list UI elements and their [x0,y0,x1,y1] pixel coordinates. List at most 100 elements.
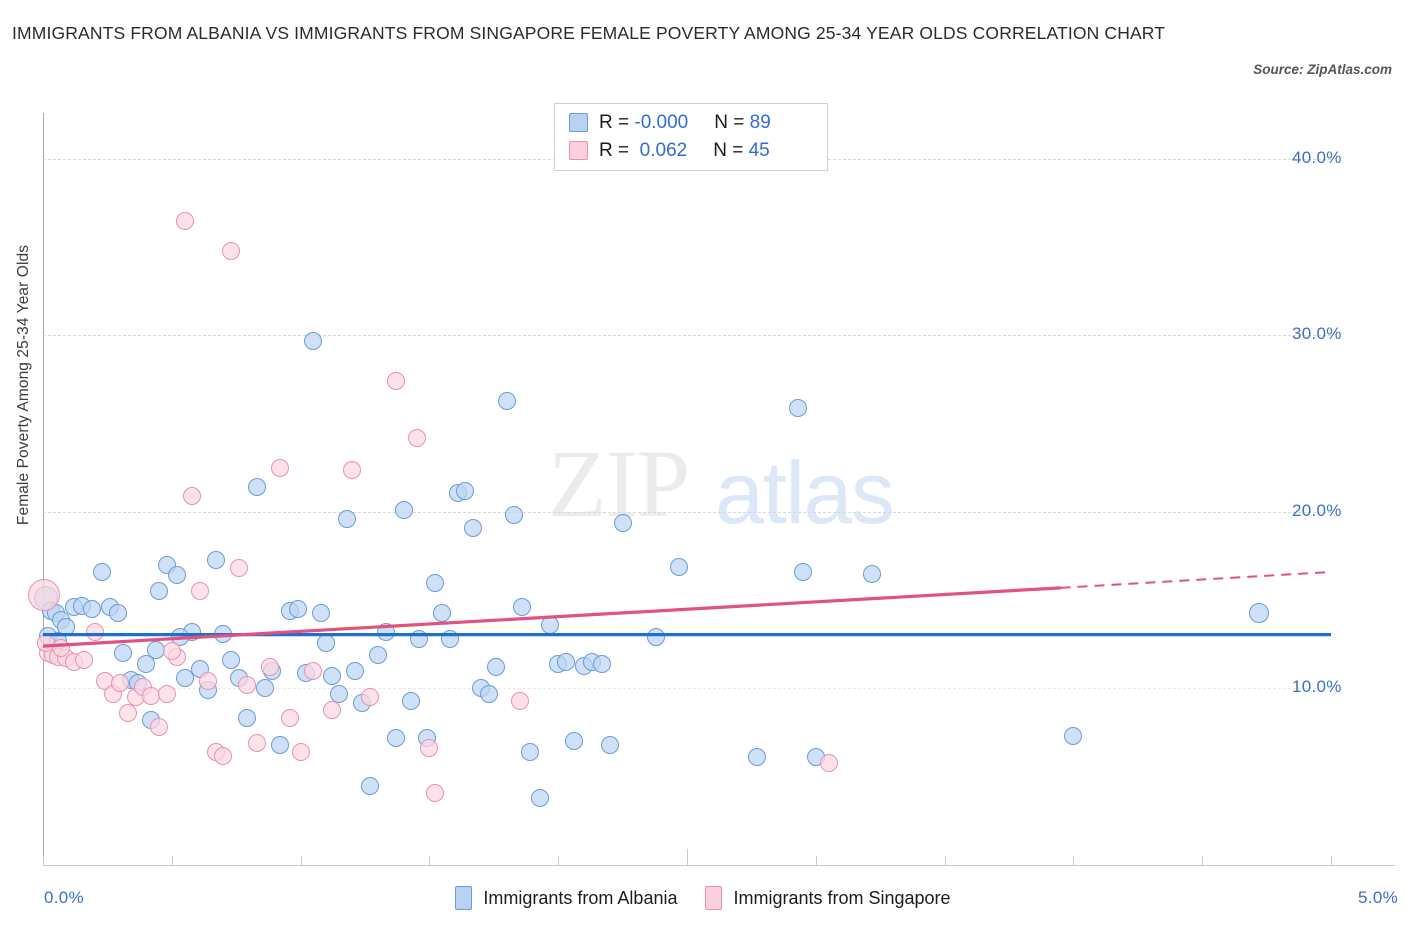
scatter-point [237,675,256,694]
x-axis-tick [1073,856,1075,865]
gridline [43,688,1331,690]
scatter-point [214,746,233,765]
source-label: Source: ZipAtlas.com [1253,62,1392,77]
series-legend: Immigrants from Albania Immigrants from … [0,886,1406,910]
legend-swatch-singapore [705,886,723,910]
scatter-point [206,550,225,569]
watermark-atlas-text: atlas [715,443,895,542]
scatter-point [304,331,323,350]
x-axis-tick [171,856,173,865]
stats-n-value: 89 [749,111,771,133]
scatter-point [819,753,838,772]
scatter-point [343,460,362,479]
x-axis-tick [687,849,688,865]
scatter-point [464,518,483,537]
scatter-point [592,654,611,673]
y-axis-tick-label: 30.0% [1292,324,1342,344]
scatter-point [337,510,356,528]
x-axis-tick [815,856,817,865]
trend-lines [42,570,1332,648]
scatter-point [425,783,444,802]
scatter-point [487,658,506,677]
scatter-point [368,645,387,664]
scatter-point [222,651,241,670]
stats-r-label: R = [599,111,635,133]
chart-header: IMMIGRANTS FROM ALBANIA VS IMMIGRANTS FR… [0,0,1406,95]
scatter-point [407,428,426,447]
scatter-point [510,691,529,710]
scatter-point [1064,727,1083,746]
x-axis-min-label: 0.0% [44,888,84,907]
scatter-point [670,557,689,576]
stats-r-label: R = [599,139,635,161]
scatter-point [255,679,274,698]
zipatlas-watermark: ZIP atlas [540,428,920,542]
scatter-point [441,630,459,649]
x-axis-tick [558,856,560,865]
scatter-point [247,734,266,753]
scatter-point [85,622,104,641]
legend-item-albania[interactable]: Immigrants from Albania [455,886,677,910]
scatter-point [541,615,560,634]
scatter-point [386,728,405,747]
y-axis-title: Female Poverty Among 25-34 Year Olds [15,244,32,526]
scatter-point [291,743,310,762]
legend-label-albania: Immigrants from Albania [483,887,678,908]
scatter-point [167,566,186,585]
scatter-point [304,661,323,680]
scatter-point [289,600,308,619]
scatter-point [345,661,364,680]
stats-row: R = -0.000 N = 89 [569,109,771,136]
scatter-plot-area: ZIP atlas [28,113,1332,865]
scatter-point [119,704,137,723]
stats-swatch-albania [569,113,588,132]
scatter-point [108,603,127,622]
stats-n-value: 45 [748,139,770,161]
scatter-point [386,372,405,391]
scatter-point [564,732,583,751]
scatter-point [214,624,233,643]
scatter-point [237,709,256,728]
scatter-point [556,652,575,671]
scatter-point [317,633,336,652]
correlation-stats-box: R = -0.000 N = 89 R = 0.062 N = 45 [554,103,828,171]
trend-line-singapore-extension [1060,570,1332,589]
scatter-point [410,630,429,649]
scatter-point [198,672,217,691]
scatter-point [93,562,112,581]
legend-item-singapore[interactable]: Immigrants from Singapore [705,886,951,910]
x-axis-tick [300,856,302,865]
scatter-point [479,684,498,703]
legend-label-singapore: Immigrants from Singapore [733,887,951,908]
scatter-point [361,688,380,707]
scatter-point [402,691,421,710]
scatter-point [1248,602,1269,623]
scatter-point [222,241,241,260]
scatter-point [149,718,168,737]
scatter-point [420,739,439,758]
scatter-point [75,651,94,670]
scatter-point [600,735,619,754]
scatter-point [330,684,349,703]
scatter-point [376,622,395,641]
scatter-point [260,658,279,677]
scatter-point [82,600,101,619]
scatter-point [137,654,156,673]
scatter-point [394,501,413,520]
scatter-point [229,559,248,578]
scatter-point [113,644,132,663]
stats-n-label: N = [713,139,749,161]
y-axis-tick-label: 40.0% [1292,147,1342,167]
stats-n-label: N = [714,111,750,133]
scatter-point [270,458,289,477]
scatter-point [157,684,176,703]
stats-r-value: -0.000 [634,111,689,133]
scatter-point [281,709,300,728]
scatter-point [312,603,331,622]
scatter-point [322,700,341,719]
x-axis-max-label: 5.0% [1358,888,1398,907]
gridline [43,335,1331,337]
scatter-point [183,487,202,506]
scatter-point [863,564,882,583]
x-axis-tick [1202,856,1204,865]
